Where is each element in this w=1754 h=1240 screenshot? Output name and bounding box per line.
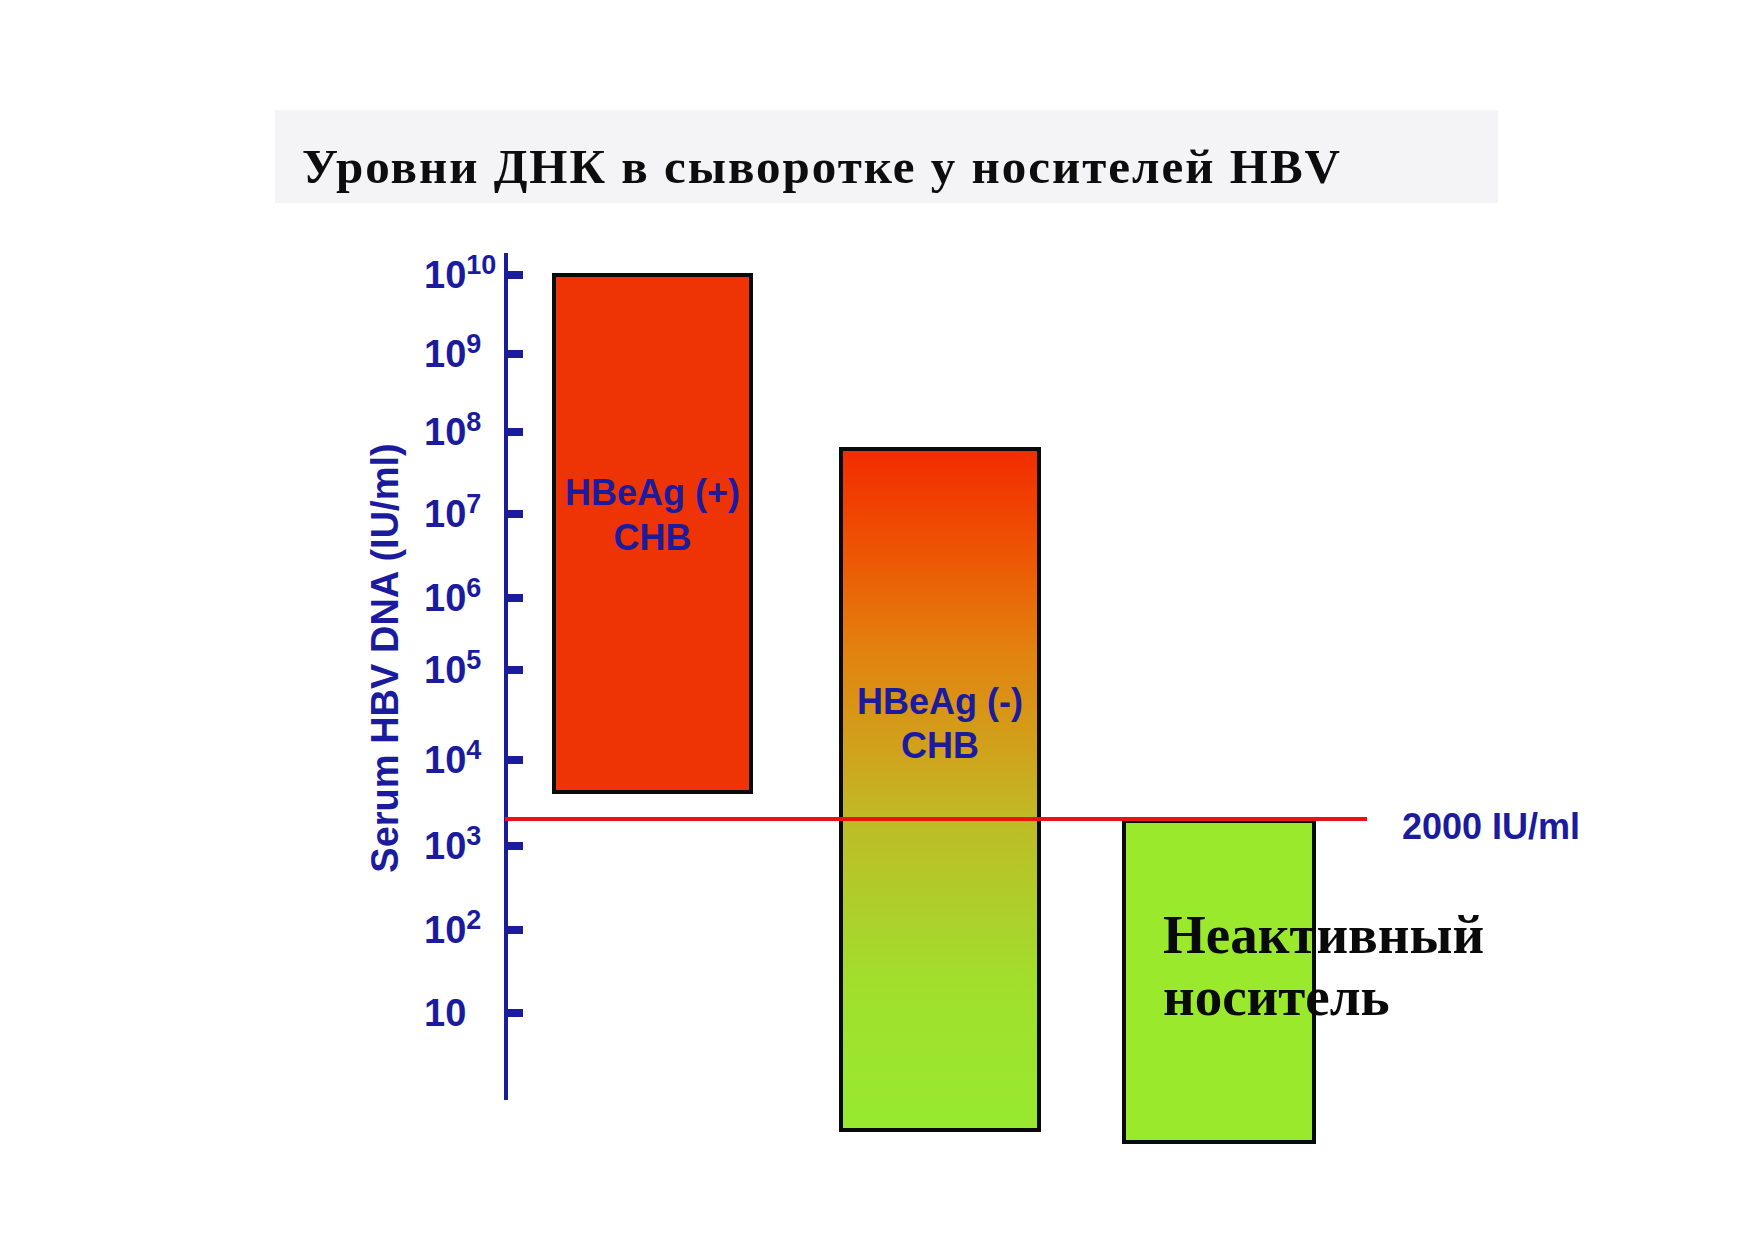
y-axis-tick-label: 106 bbox=[424, 576, 481, 620]
y-axis-tick-label: 1010 bbox=[424, 253, 496, 297]
y-axis-tick-label: 105 bbox=[424, 648, 481, 692]
chart-title: Уровни ДНК в сыворотке у носителей HBV bbox=[302, 138, 1342, 195]
y-axis-tick bbox=[504, 350, 523, 358]
y-axis-tick-label: 109 bbox=[424, 332, 481, 376]
y-axis-line bbox=[504, 253, 508, 1100]
y-axis-tick bbox=[504, 510, 523, 518]
y-axis-tick bbox=[504, 666, 523, 674]
y-axis-tick bbox=[504, 756, 523, 764]
y-axis-tick-label: 10 bbox=[424, 991, 466, 1035]
slide: Уровни ДНК в сыворотке у носителей HBV 1… bbox=[0, 0, 1754, 1240]
y-axis-tick bbox=[504, 594, 523, 602]
y-axis-tick-label: 108 bbox=[424, 410, 481, 454]
y-axis-tick-label: 104 bbox=[424, 738, 481, 782]
bar-hbeag-negative-label: HBeAg (-)CHB bbox=[839, 680, 1041, 768]
y-axis-tick bbox=[504, 926, 523, 934]
y-axis-tick bbox=[504, 842, 523, 850]
y-axis-tick-label: 102 bbox=[424, 908, 481, 952]
y-axis-tick bbox=[504, 271, 523, 279]
threshold-label: 2000 IU/ml bbox=[1402, 805, 1580, 849]
y-axis-title: Serum HBV DNA (IU/ml) bbox=[364, 443, 407, 872]
bar-hbeag-positive-label: HBeAg (+)CHB bbox=[552, 470, 753, 560]
y-axis-tick-label: 107 bbox=[424, 492, 481, 536]
y-axis-tick bbox=[504, 428, 523, 436]
y-axis-tick-label: 103 bbox=[424, 824, 481, 868]
y-axis-tick bbox=[504, 1009, 523, 1017]
threshold-line-2000 bbox=[505, 817, 1367, 821]
inactive-carrier-annotation: Неактивныйноситель bbox=[1163, 904, 1484, 1028]
bar-hbeag-negative-chb bbox=[839, 447, 1041, 1132]
